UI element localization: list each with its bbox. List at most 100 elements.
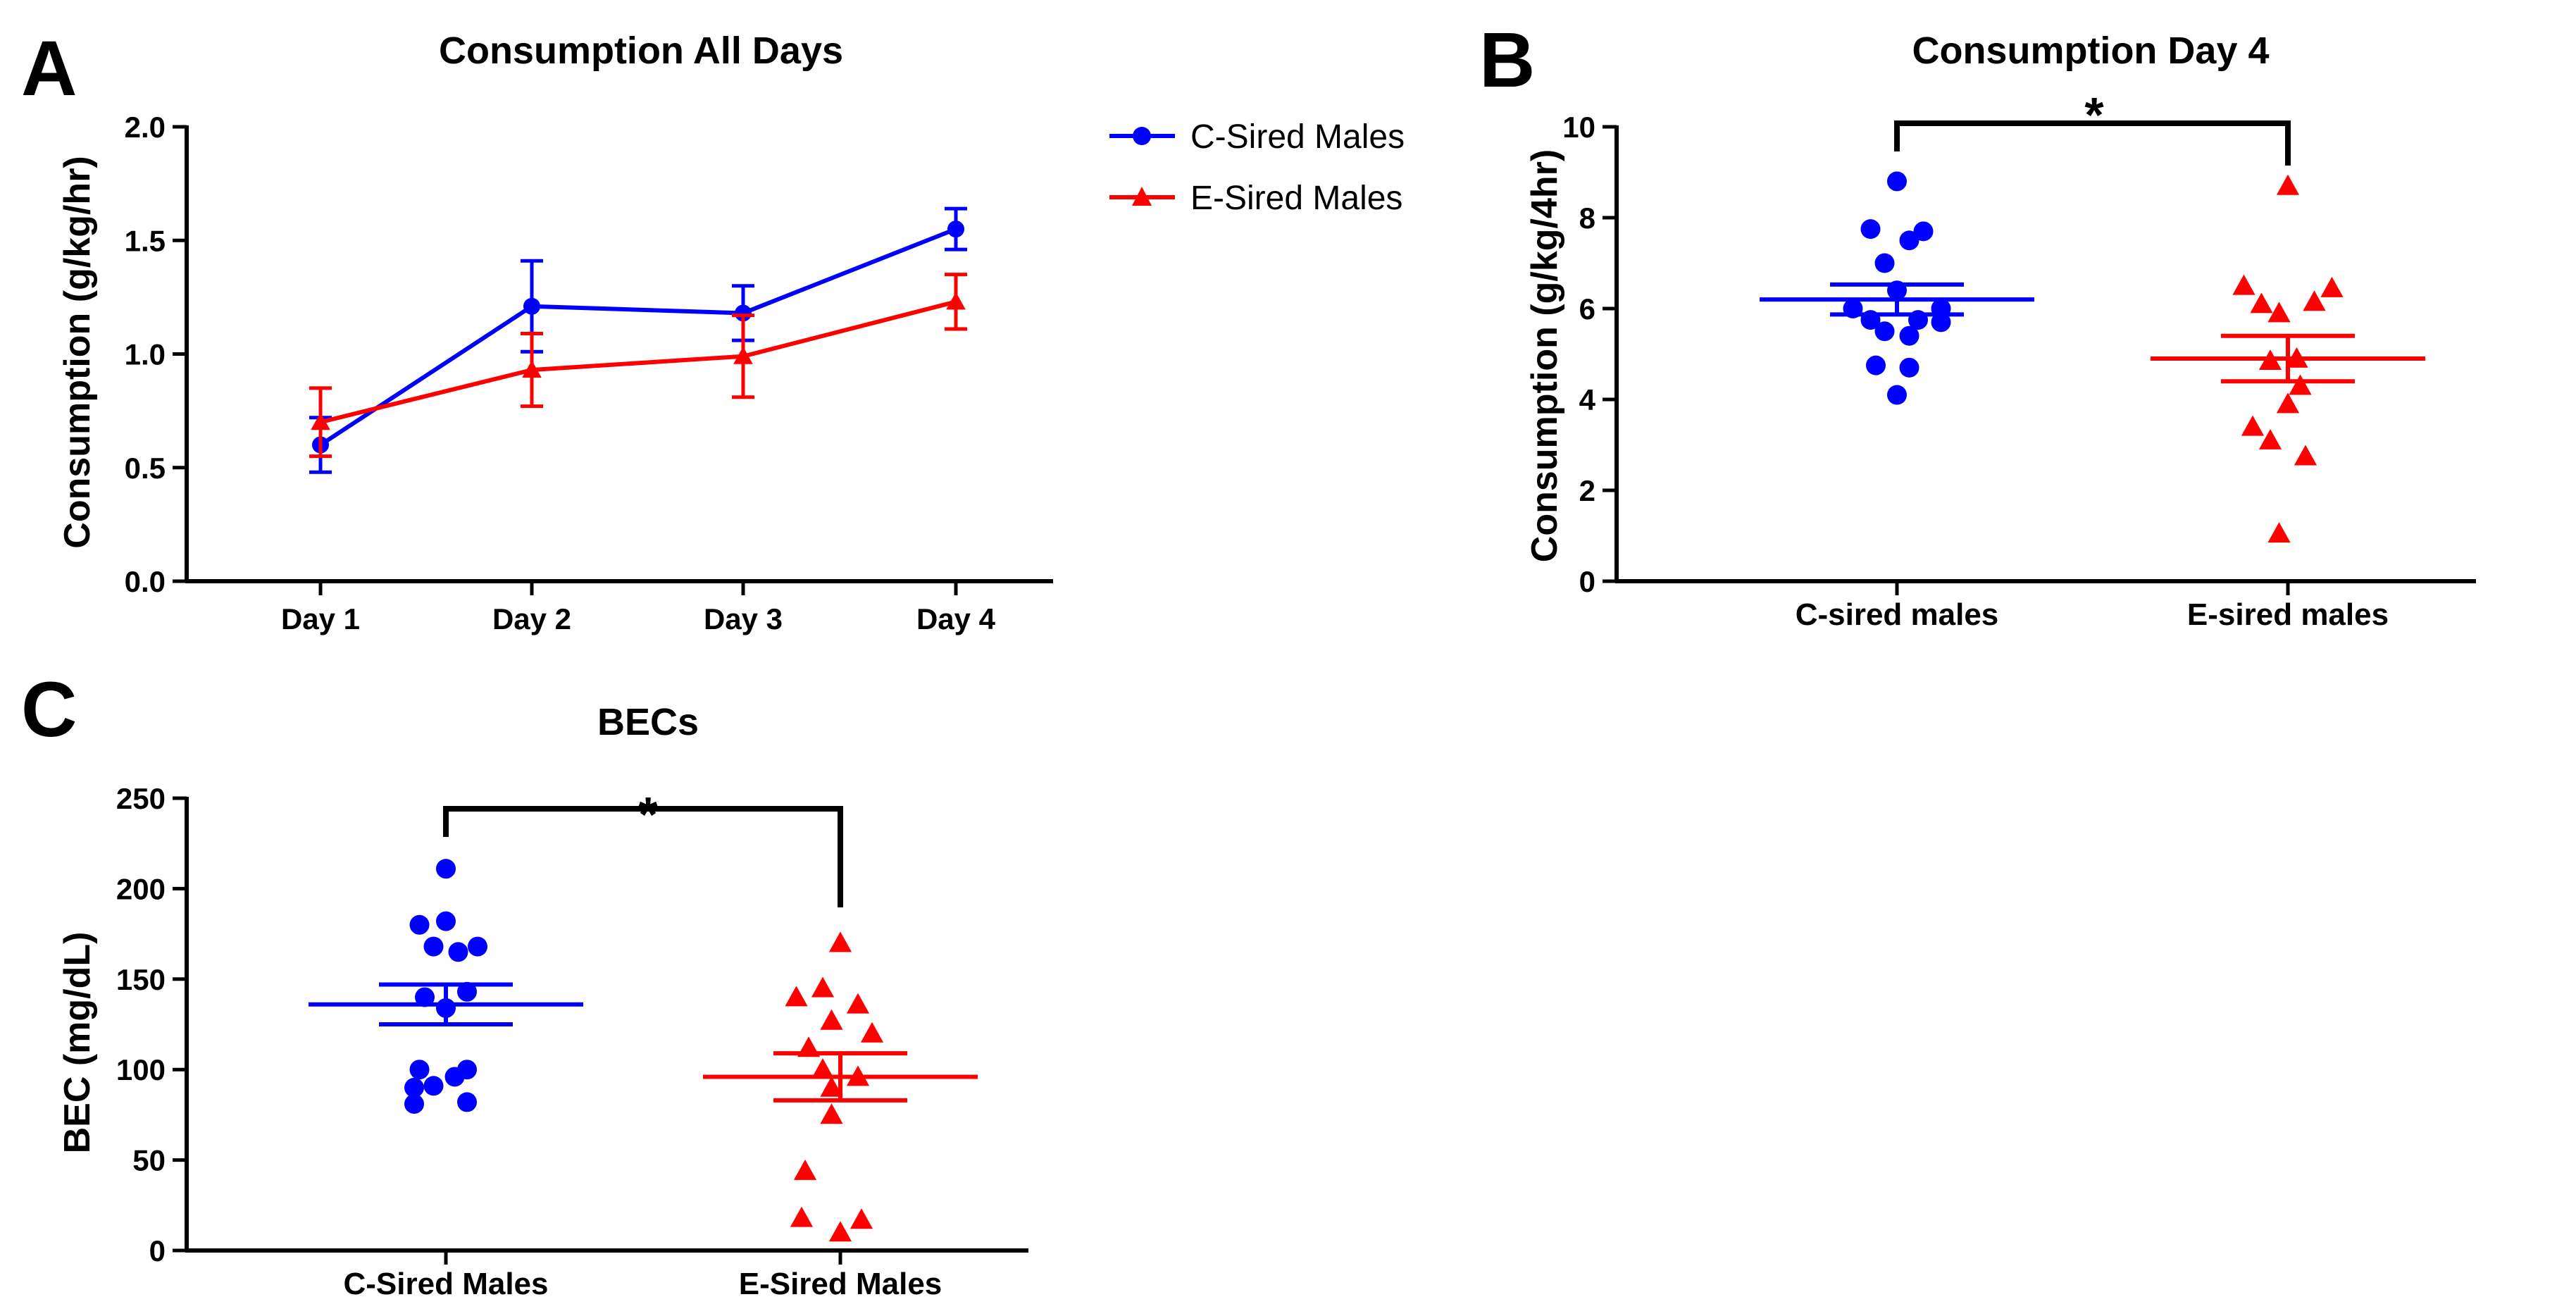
data-point-c-sired-males-1 xyxy=(523,297,540,315)
data-point-e-sired-males-3 xyxy=(946,292,966,310)
significance-star-b: * xyxy=(2084,87,2104,142)
data-point-c-e-sired-males-0 xyxy=(828,931,852,952)
y-tick-label-b-1: 2 xyxy=(1579,474,1595,507)
data-point-b-c-sired-males-0 xyxy=(1887,171,1907,192)
data-point-b-c-sired-males-12 xyxy=(1899,325,1919,346)
panel-label-a: A xyxy=(21,25,77,112)
legend-marker-e-sired xyxy=(1132,187,1152,206)
data-point-c-e-sired-males-1 xyxy=(811,976,835,998)
data-point-c-sired-males-3 xyxy=(947,221,964,238)
data-point-b-c-sired-males-3 xyxy=(1899,230,1919,251)
chart-title-b: Consumption Day 4 xyxy=(1912,30,2269,72)
data-point-c-c-sired-males-1 xyxy=(409,914,430,935)
data-point-b-c-sired-males-2 xyxy=(1913,221,1934,242)
y-tick-label-b-4: 8 xyxy=(1579,201,1595,235)
data-point-e-sired-males-0 xyxy=(311,412,330,430)
data-point-c-c-sired-males-5 xyxy=(468,936,487,957)
y-tick-label-c-2: 100 xyxy=(116,1053,166,1086)
y-tick-label-c-1: 50 xyxy=(132,1144,166,1177)
panel-label-c: C xyxy=(21,666,77,753)
y-tick-label-a-4: 2.0 xyxy=(125,111,166,144)
data-point-c-e-sired-males-2 xyxy=(785,986,808,1007)
panel-a: A Consumption All Days Consumption (g/kg… xyxy=(21,25,1405,635)
data-point-c-e-sired-males-10 xyxy=(820,1103,843,1124)
data-point-b-e-sired-males-5 xyxy=(2267,302,2291,323)
panel-b: B Consumption Day 4 Consumption (g/kg/4h… xyxy=(1479,17,2476,632)
x-tick-label-a-2: Day 3 xyxy=(704,602,783,635)
x-tick-label-a-1: Day 2 xyxy=(492,602,571,635)
data-point-c-e-sired-males-14 xyxy=(828,1221,852,1242)
data-point-e-sired-males-1 xyxy=(522,360,542,378)
data-point-c-c-sired-males-6 xyxy=(415,987,435,1007)
y-tick-label-b-5: 10 xyxy=(1562,111,1595,144)
x-tick-label-c-1: E-Sired Males xyxy=(739,1267,942,1301)
significance-bracket-b xyxy=(1894,120,2291,166)
data-point-b-e-sired-males-2 xyxy=(2320,276,2344,297)
significance-star-c: * xyxy=(638,787,658,842)
legend-label-c-sired: C-Sired Males xyxy=(1190,118,1405,156)
data-point-c-e-sired-males-13 xyxy=(850,1208,873,1229)
data-point-b-c-sired-males-4 xyxy=(1874,253,1895,273)
data-point-b-e-sired-males-11 xyxy=(2258,428,2282,449)
data-point-c-c-sired-males-3 xyxy=(423,936,444,957)
data-point-e-sired-males-2 xyxy=(733,346,753,364)
y-axis-label-b: Consumption (g/kg/4hr) xyxy=(1524,149,1565,562)
legend-label-e-sired: E-Sired Males xyxy=(1190,180,1402,217)
data-point-c-e-sired-males-5 xyxy=(860,1022,884,1043)
y-tick-label-a-2: 1.0 xyxy=(125,338,166,371)
y-axis-label-a: Consumption (g/kg/hr) xyxy=(57,156,98,548)
y-tick-label-a-3: 1.5 xyxy=(125,224,166,257)
data-point-b-c-sired-males-10 xyxy=(1931,312,1951,333)
panel-label-b: B xyxy=(1479,17,1535,104)
data-point-b-e-sired-males-12 xyxy=(2294,445,2317,466)
data-point-c-c-sired-males-4 xyxy=(448,942,468,962)
data-point-b-e-sired-males-1 xyxy=(2232,274,2255,295)
significance-bracket-c xyxy=(443,806,843,907)
x-tick-label-a-3: Day 4 xyxy=(916,602,996,635)
series-line-e-sired-males xyxy=(320,299,957,425)
data-point-b-e-sired-males-10 xyxy=(2241,415,2265,436)
data-point-c-e-sired-males-11 xyxy=(793,1159,817,1180)
x-tick-label-a-0: Day 1 xyxy=(281,602,360,635)
y-tick-label-b-0: 0 xyxy=(1579,565,1595,598)
legend-a: C-Sired Males E-Sired Males xyxy=(1109,118,1405,217)
x-tick-label-b-1: E-sired males xyxy=(2187,597,2389,632)
y-tick-label-c-5: 250 xyxy=(116,782,166,815)
data-point-b-c-sired-males-15 xyxy=(1887,385,1907,405)
data-point-b-e-sired-males-3 xyxy=(2250,292,2273,314)
data-point-c-c-sired-males-7 xyxy=(457,981,477,1002)
data-point-c-c-sired-males-2 xyxy=(436,911,456,931)
y-tick-label-b-2: 4 xyxy=(1579,383,1596,416)
data-point-b-c-sired-males-13 xyxy=(1866,355,1886,375)
data-point-b-e-sired-males-0 xyxy=(2276,174,2300,195)
chart-title-a: Consumption All Days xyxy=(439,30,843,72)
data-point-b-c-sired-males-1 xyxy=(1860,219,1881,240)
x-tick-label-c-0: C-Sired Males xyxy=(344,1267,549,1301)
panel-c: C BECs BEC (mg/dL) * 0 50 100 150 200 250 C-Si… xyxy=(21,666,1028,1301)
data-point-c-e-sired-males-12 xyxy=(790,1206,814,1227)
y-tick-label-c-0: 0 xyxy=(149,1234,166,1267)
x-tick-label-b-0: C-sired males xyxy=(1796,597,1999,632)
series-line-c-sired-males xyxy=(319,227,957,447)
data-point-c-e-sired-males-7 xyxy=(811,1058,835,1079)
data-point-c-sired-males-2 xyxy=(735,304,752,322)
data-point-c-c-sired-males-0 xyxy=(436,859,456,879)
y-axis-label-c: BEC (mg/dL) xyxy=(57,932,98,1154)
y-tick-label-a-0: 0.0 xyxy=(125,565,166,598)
data-point-c-e-sired-males-9 xyxy=(820,1076,843,1097)
data-point-b-e-sired-males-13 xyxy=(2267,522,2291,543)
data-point-c-c-sired-males-13 xyxy=(404,1077,424,1098)
data-point-c-c-sired-males-15 xyxy=(457,1092,477,1112)
data-point-b-c-sired-males-14 xyxy=(1899,357,1919,378)
data-point-b-e-sired-males-8 xyxy=(2289,374,2312,395)
data-point-b-e-sired-males-9 xyxy=(2276,392,2300,414)
data-point-c-c-sired-males-12 xyxy=(423,1076,444,1096)
data-point-b-c-sired-males-11 xyxy=(1874,321,1895,342)
data-point-c-c-sired-males-14 xyxy=(404,1093,424,1114)
data-point-b-e-sired-males-4 xyxy=(2303,290,2326,311)
data-point-c-c-sired-males-11 xyxy=(444,1067,465,1087)
legend-marker-c-sired xyxy=(1133,127,1151,145)
y-tick-label-a-1: 0.5 xyxy=(125,452,166,485)
data-point-c-c-sired-males-9 xyxy=(409,1060,430,1080)
